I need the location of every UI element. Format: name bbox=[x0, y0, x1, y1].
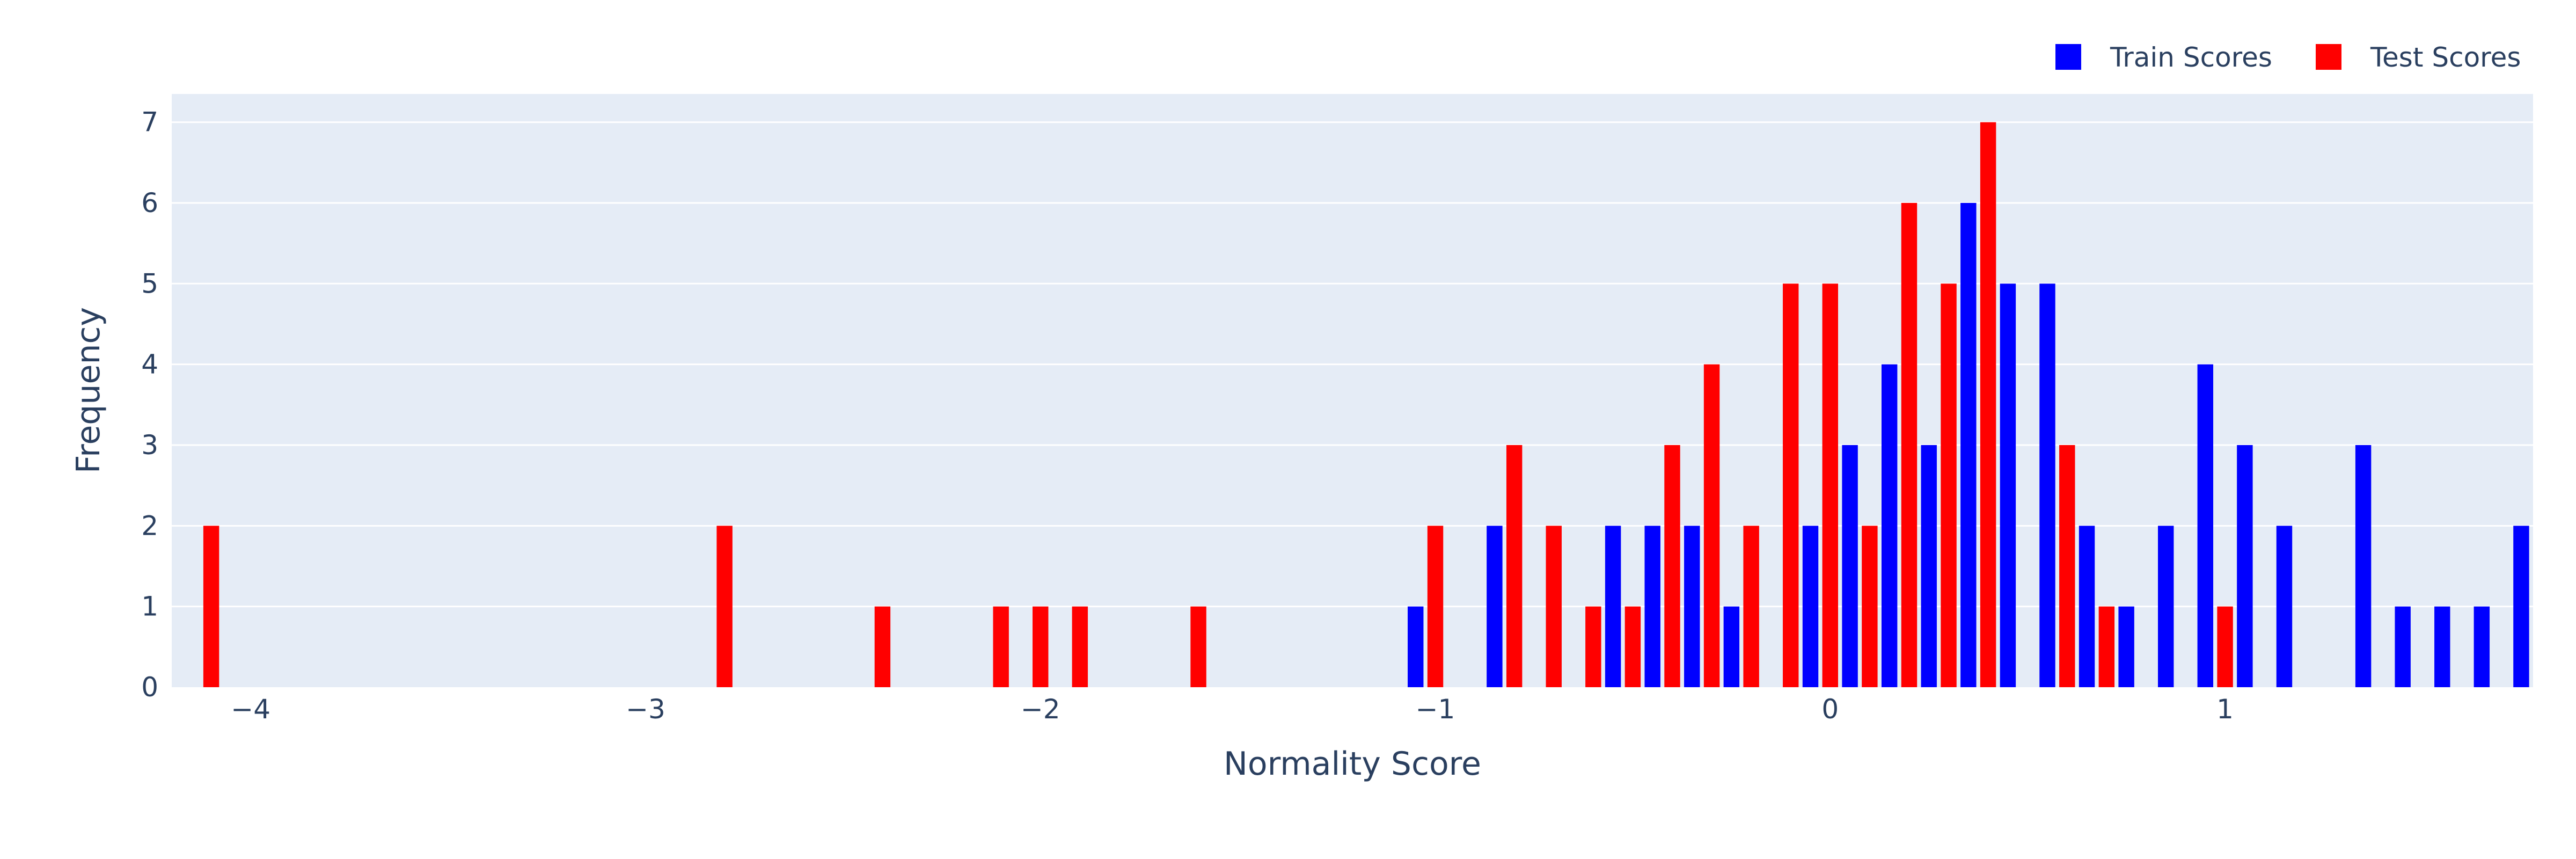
bar-train[interactable] bbox=[2513, 526, 2529, 687]
bar-test[interactable] bbox=[1980, 122, 1996, 688]
x-tick-label: −2 bbox=[1021, 694, 1060, 725]
y-tick-label: 6 bbox=[141, 187, 158, 219]
bar-train[interactable] bbox=[2197, 364, 2214, 687]
y-tick-label: 5 bbox=[141, 268, 158, 299]
bar-train[interactable] bbox=[1881, 364, 1898, 687]
y-axis-ticks: 0 1 2 3 4 5 6 7 bbox=[141, 107, 158, 703]
bar-test[interactable] bbox=[1703, 364, 1720, 687]
bar-train[interactable] bbox=[1605, 526, 1621, 687]
bar-train[interactable] bbox=[2473, 606, 2490, 687]
bar-train[interactable] bbox=[1487, 526, 1503, 687]
bar-test[interactable] bbox=[1506, 445, 1523, 687]
bar-test[interactable] bbox=[1585, 606, 1601, 687]
bar-train[interactable] bbox=[1921, 445, 1937, 687]
bar-test[interactable] bbox=[1190, 606, 1206, 687]
bar-test[interactable] bbox=[1862, 526, 1878, 687]
bar-test[interactable] bbox=[1072, 606, 1088, 687]
bar-test[interactable] bbox=[1901, 202, 1918, 687]
bar-test[interactable] bbox=[1941, 283, 1957, 687]
legend-swatch[interactable] bbox=[2055, 44, 2081, 70]
bar-train[interactable] bbox=[2039, 283, 2055, 687]
x-tick-label: −4 bbox=[231, 694, 270, 725]
x-tick-label: −3 bbox=[626, 694, 665, 725]
y-tick-label: 1 bbox=[141, 591, 158, 622]
bar-test[interactable] bbox=[1427, 526, 1444, 687]
bar-test[interactable] bbox=[1033, 606, 1049, 687]
bar-test[interactable] bbox=[1783, 283, 1799, 687]
bar-test[interactable] bbox=[1664, 445, 1680, 687]
y-tick-label: 2 bbox=[141, 510, 158, 541]
legend-label[interactable]: Train Scores bbox=[2110, 42, 2272, 73]
bar-test[interactable] bbox=[203, 526, 219, 687]
bar-train[interactable] bbox=[1960, 202, 1977, 687]
bar-train[interactable] bbox=[2079, 526, 2095, 687]
x-tick-label: 0 bbox=[1821, 694, 1839, 725]
bar-train[interactable] bbox=[1842, 445, 1858, 687]
bar-test[interactable] bbox=[1624, 606, 1641, 687]
legend[interactable]: Train Scores Test Scores bbox=[2055, 42, 2521, 73]
bar-test[interactable] bbox=[1546, 526, 1562, 687]
x-axis-ticks: −4 −3 −2 −1 0 1 bbox=[231, 694, 2234, 725]
bar-test[interactable] bbox=[716, 526, 733, 687]
bar-test[interactable] bbox=[993, 606, 1009, 687]
y-axis-title: Frequency bbox=[70, 307, 107, 474]
bars bbox=[203, 122, 2529, 688]
bar-train[interactable] bbox=[1408, 606, 1424, 687]
bar-test[interactable] bbox=[2098, 606, 2115, 687]
x-axis-title: Normality Score bbox=[1224, 745, 1481, 783]
y-tick-label: 7 bbox=[141, 107, 158, 138]
bar-train[interactable] bbox=[2118, 606, 2134, 687]
bar-train[interactable] bbox=[2434, 606, 2450, 687]
bar-train[interactable] bbox=[2158, 526, 2174, 687]
bar-test[interactable] bbox=[1822, 283, 1839, 687]
grid-lines bbox=[172, 121, 2533, 608]
legend-label[interactable]: Test Scores bbox=[2370, 42, 2521, 73]
bar-test[interactable] bbox=[2217, 606, 2233, 687]
bar-train[interactable] bbox=[2237, 445, 2253, 687]
bar-train[interactable] bbox=[1802, 526, 1819, 687]
y-tick-label: 3 bbox=[141, 430, 158, 461]
bar-test[interactable] bbox=[1743, 526, 1759, 687]
bar-train[interactable] bbox=[2395, 606, 2411, 687]
legend-swatch[interactable] bbox=[2316, 44, 2341, 70]
bar-train[interactable] bbox=[2000, 283, 2016, 687]
y-tick-label: 4 bbox=[141, 349, 158, 380]
bar-test[interactable] bbox=[874, 606, 891, 687]
bar-train[interactable] bbox=[2355, 445, 2372, 687]
x-tick-label: −1 bbox=[1416, 694, 1455, 725]
y-tick-label: 0 bbox=[141, 672, 158, 703]
bar-train[interactable] bbox=[1723, 606, 1740, 687]
bar-train[interactable] bbox=[2276, 526, 2293, 687]
bar-train[interactable] bbox=[1644, 526, 1660, 687]
bar-test[interactable] bbox=[2059, 445, 2075, 687]
plot-background bbox=[172, 94, 2533, 687]
bar-train[interactable] bbox=[1684, 526, 1700, 687]
x-tick-label: 1 bbox=[2216, 694, 2234, 725]
